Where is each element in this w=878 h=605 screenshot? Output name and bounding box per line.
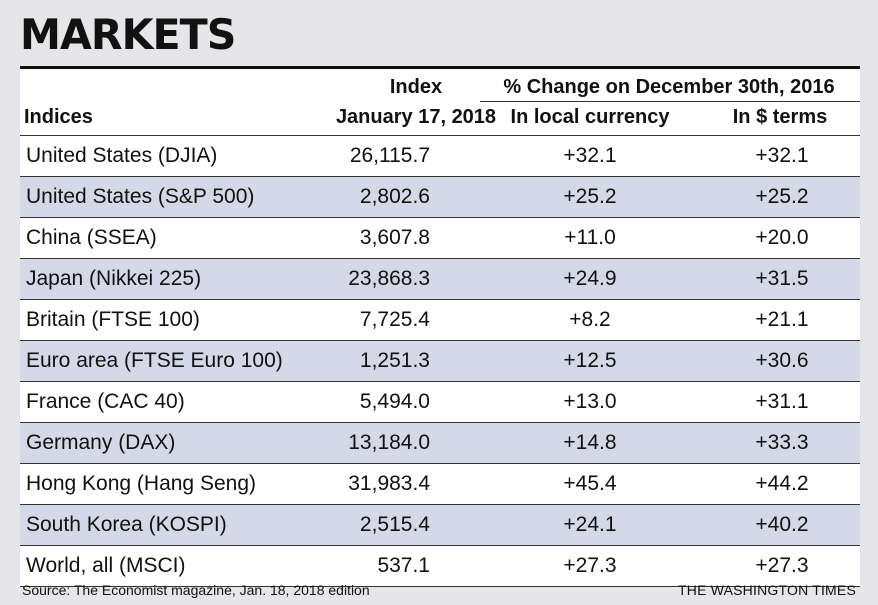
index-name-cell: Euro area (FTSE Euro 100) xyxy=(26,349,283,372)
header-index-label: Index xyxy=(389,76,443,98)
table-row: France (CAC 40) 5,494.0 +13.0 +31.1 xyxy=(20,381,860,422)
index-value-cell: 31,983.4 xyxy=(348,472,430,495)
local-change-cell: +27.3 xyxy=(563,554,617,577)
dollar-change-cell: +21.1 xyxy=(755,308,809,331)
index-value-cell: 3,607.8 xyxy=(359,226,430,249)
index-name-cell: World, all (MSCI) xyxy=(26,554,186,577)
local-change-cell: +24.9 xyxy=(563,267,617,290)
local-change-cell: +14.8 xyxy=(563,431,617,454)
local-change-cell: +8.2 xyxy=(569,308,611,331)
index-name-cell: Japan (Nikkei 225) xyxy=(26,267,202,290)
index-value-cell: 7,725.4 xyxy=(359,308,430,331)
dollar-change-cell: +31.5 xyxy=(755,267,809,290)
header-indices: Indices xyxy=(24,106,93,128)
dollar-change-cell: +32.1 xyxy=(755,144,809,167)
local-change-cell: +12.5 xyxy=(563,349,617,372)
source-note: Source: The Economist magazine, Jan. 18,… xyxy=(22,582,370,598)
header-divider xyxy=(480,101,860,102)
table-row: United States (S&P 500) 2,802.6 +25.2 +25.2 xyxy=(20,176,860,217)
dollar-change-cell: +20.0 xyxy=(755,226,809,249)
markets-table: Index January 17, 2018 % Change on Decem… xyxy=(20,66,860,587)
table-row: China (SSEA) 3,607.8 +11.0 +20.0 xyxy=(20,217,860,258)
local-change-cell: +25.2 xyxy=(563,185,617,208)
index-name-cell: United States (S&P 500) xyxy=(26,185,255,208)
index-name-cell: China (SSEA) xyxy=(26,226,157,249)
table-row: World, all (MSCI) 537.1 +27.3 +27.3 xyxy=(20,545,860,586)
local-change-cell: +24.1 xyxy=(563,513,617,536)
header-local-currency: In local currency xyxy=(510,106,670,128)
dollar-change-cell: +44.2 xyxy=(755,472,809,495)
index-value-cell: 537.1 xyxy=(377,554,430,577)
table-row: South Korea (KOSPI) 2,515.4 +24.1 +40.2 xyxy=(20,504,860,545)
page-title: MARKETS xyxy=(20,10,236,59)
table-row: United States (DJIA) 26,115.7 +32.1 +32.1 xyxy=(20,135,860,176)
index-value-cell: 1,251.3 xyxy=(359,349,430,372)
dollar-change-cell: +27.3 xyxy=(755,554,809,577)
dollar-change-cell: +30.6 xyxy=(755,349,809,372)
table-row: Euro area (FTSE Euro 100) 1,251.3 +12.5 +30… xyxy=(20,340,860,381)
index-name-cell: United States (DJIA) xyxy=(26,144,218,167)
local-change-cell: +32.1 xyxy=(563,144,617,167)
local-change-cell: +11.0 xyxy=(564,226,616,249)
table-row: Hong Kong (Hang Seng) 31,983.4 +45.4 +44.2 xyxy=(20,463,860,504)
dollar-change-cell: +25.2 xyxy=(755,185,809,208)
local-change-cell: +45.4 xyxy=(563,472,617,495)
index-value-cell: 13,184.0 xyxy=(348,431,430,454)
brand-credit: THE WASHINGTON TIMES xyxy=(678,582,856,598)
table-header: Index January 17, 2018 % Change on Decem… xyxy=(20,69,860,135)
dollar-change-cell: +31.1 xyxy=(755,390,809,413)
index-name-cell: Britain (FTSE 100) xyxy=(26,308,200,331)
header-pct-change: % Change on December 30th, 2016 xyxy=(503,76,835,98)
table-bottom-rule xyxy=(20,586,860,587)
dollar-change-cell: +33.3 xyxy=(755,431,809,454)
table-row: Germany (DAX) 13,184.0 +14.8 +33.3 xyxy=(20,422,860,463)
table-row: Britain (FTSE 100) 7,725.4 +8.2 +21.1 xyxy=(20,299,860,340)
index-name-cell: Hong Kong (Hang Seng) xyxy=(26,472,256,495)
header-dollar-terms: In $ terms xyxy=(732,106,828,128)
index-name-cell: Germany (DAX) xyxy=(26,431,176,454)
index-value-cell: 23,868.3 xyxy=(348,267,430,290)
table-body: United States (DJIA) 26,115.7 +32.1 +32.1 Un… xyxy=(20,135,860,586)
index-value-cell: 2,802.6 xyxy=(359,185,430,208)
header-index-date: January 17, 2018 xyxy=(335,106,497,128)
index-value-cell: 2,515.4 xyxy=(359,513,430,536)
index-value-cell: 5,494.0 xyxy=(359,390,430,413)
dollar-change-cell: +40.2 xyxy=(755,513,809,536)
table-row: Japan (Nikkei 225) 23,868.3 +24.9 +31.5 xyxy=(20,258,860,299)
index-name-cell: South Korea (KOSPI) xyxy=(26,513,227,536)
index-name-cell: France (CAC 40) xyxy=(26,390,185,413)
local-change-cell: +13.0 xyxy=(563,390,617,413)
index-value-cell: 26,115.7 xyxy=(349,144,430,167)
